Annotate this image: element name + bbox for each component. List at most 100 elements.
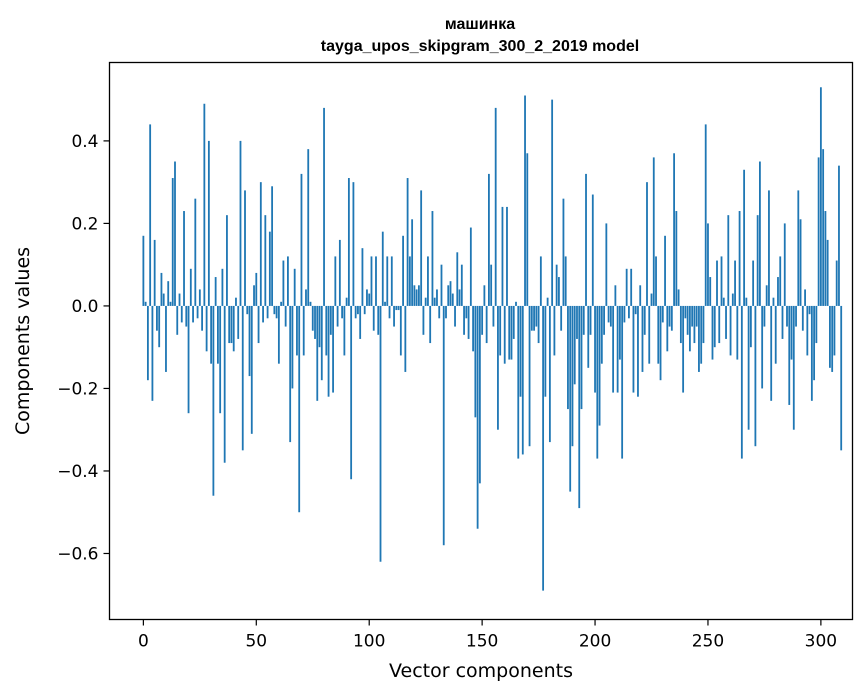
- bar-219: [637, 305, 639, 397]
- bar-211: [618, 305, 621, 360]
- bar-261: [731, 293, 734, 306]
- bar-51: [257, 305, 260, 344]
- bar-150: [481, 305, 484, 335]
- bar-240: [684, 305, 687, 319]
- bar-202: [598, 305, 601, 426]
- bar-163: [510, 305, 513, 360]
- bar-172: [530, 305, 533, 331]
- bar-269: [749, 305, 752, 348]
- bar-149: [478, 305, 481, 484]
- bar-259: [727, 215, 730, 306]
- bar-14: [174, 161, 176, 306]
- bar-252: [711, 305, 714, 360]
- bar-249: [704, 124, 707, 306]
- bar-287: [790, 305, 793, 360]
- bar-3: [149, 124, 152, 306]
- bar-121: [415, 289, 418, 306]
- bar-119: [411, 219, 414, 306]
- bar-139: [456, 252, 459, 306]
- bar-194: [580, 305, 583, 410]
- bar-204: [603, 305, 605, 335]
- bar-67: [293, 268, 296, 306]
- x-axis-label: Vector components: [389, 660, 573, 682]
- bar-237: [677, 289, 680, 306]
- bar-214: [625, 268, 628, 306]
- bar-255: [718, 305, 721, 344]
- bar-122: [417, 285, 420, 306]
- bar-79: [320, 305, 323, 381]
- bar-225: [650, 293, 653, 306]
- bar-304: [829, 305, 831, 368]
- bar-191: [573, 305, 576, 385]
- bar-103: [375, 256, 377, 306]
- bar-82: [327, 305, 330, 397]
- bar-134: [445, 305, 447, 319]
- bar-12: [169, 301, 172, 306]
- y-tick-label-4: 0.2: [71, 214, 98, 234]
- bar-265: [740, 305, 743, 459]
- bar-296: [810, 305, 813, 401]
- bar-206: [607, 305, 610, 323]
- bar-18: [183, 211, 185, 306]
- x-tick-label-200: 200: [579, 632, 611, 652]
- y-tick-label-2: −0.2: [57, 379, 98, 399]
- bar-86: [336, 305, 339, 327]
- bar-1: [144, 301, 147, 306]
- bar-7: [158, 305, 161, 348]
- bar-34: [219, 305, 222, 414]
- bar-16: [178, 293, 181, 306]
- bar-161: [506, 206, 508, 306]
- bar-189: [569, 305, 572, 492]
- bar-114: [399, 305, 402, 356]
- bar-23: [194, 198, 197, 306]
- bar-35: [221, 268, 224, 306]
- bar-309: [840, 305, 843, 451]
- bar-171: [528, 305, 531, 447]
- bar-19: [185, 305, 188, 327]
- bar-208: [612, 305, 615, 393]
- bar-30: [210, 305, 213, 364]
- bar-267: [745, 297, 748, 306]
- bar-106: [381, 231, 384, 306]
- bar-169: [524, 95, 526, 306]
- bar-217: [632, 305, 635, 393]
- bar-56: [268, 231, 271, 306]
- bar-306: [833, 305, 836, 356]
- bar-307: [835, 260, 838, 306]
- bar-167: [519, 305, 522, 397]
- bar-52: [259, 182, 262, 306]
- bar-59: [275, 305, 278, 319]
- bar-87: [338, 239, 341, 306]
- bar-176: [539, 256, 542, 306]
- bar-212: [621, 305, 624, 459]
- bar-28: [205, 305, 208, 352]
- bar-271: [754, 305, 757, 447]
- bar-260: [729, 305, 732, 356]
- bar-147: [474, 305, 477, 418]
- bar-281: [777, 277, 779, 306]
- bar-200: [594, 305, 596, 393]
- chart-title: машинка: [445, 16, 515, 33]
- bar-250: [707, 223, 709, 306]
- bar-145: [469, 227, 472, 306]
- bar-181: [551, 99, 554, 306]
- bar-37: [226, 215, 228, 306]
- bar-42: [237, 305, 240, 339]
- bar-198: [589, 305, 592, 335]
- bar-154: [490, 264, 493, 306]
- bar-288: [792, 305, 795, 430]
- bar-72: [305, 289, 307, 306]
- bar-124: [422, 305, 425, 335]
- bar-53: [262, 305, 264, 323]
- bar-29: [207, 140, 210, 306]
- bar-70: [300, 173, 303, 306]
- bar-38: [228, 305, 231, 344]
- bar-146: [472, 305, 474, 352]
- bar-92: [350, 305, 353, 480]
- bar-116: [404, 305, 407, 372]
- bar-183: [555, 264, 558, 306]
- bar-132: [440, 264, 443, 306]
- bar-229: [659, 305, 662, 381]
- bar-102: [372, 305, 375, 331]
